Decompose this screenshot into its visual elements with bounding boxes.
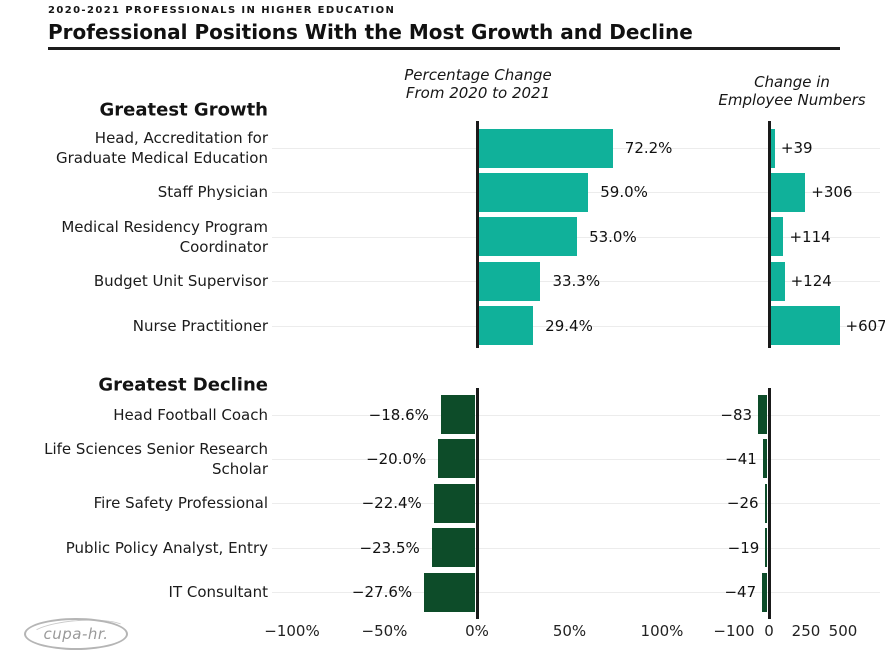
row-gridline <box>272 458 880 460</box>
num-value-label: +114 <box>789 227 831 246</box>
pct-value-label: 29.4% <box>545 316 593 335</box>
pct-change-bar <box>438 439 476 479</box>
num-axis-tick-label: −100 <box>713 622 755 640</box>
pct-change-bar <box>440 395 476 434</box>
pct-change-bar <box>478 306 534 346</box>
num-zero-axis-growth <box>767 121 771 348</box>
pct-change-bar <box>478 172 589 212</box>
pct-change-bar <box>431 528 476 568</box>
num-value-label: −19 <box>727 538 760 557</box>
num-value-label: −41 <box>725 449 757 468</box>
row-label: IT Consultant <box>168 583 268 602</box>
row-label: Life Sciences Senior Research Scholar <box>44 439 268 478</box>
section-header-greatest-growth: Greatest Growth <box>99 99 268 121</box>
employee-change-bar <box>770 217 784 257</box>
employee-change-bar <box>764 483 768 523</box>
section-header-greatest-decline: Greatest Decline <box>98 374 268 396</box>
pct-change-bar <box>478 128 613 168</box>
row-label: Budget Unit Supervisor <box>93 272 268 291</box>
pct-axis-tick-label: −50% <box>361 622 408 640</box>
pct-value-label: 33.3% <box>552 272 601 291</box>
num-axis-tick-label: 250 <box>791 622 821 640</box>
num-value-label: −26 <box>726 494 759 513</box>
employee-change-bar <box>762 572 768 612</box>
row-gridline <box>272 503 880 505</box>
row-label: Medical Residency Program Coordinator <box>61 217 268 256</box>
pct-axis-tick-label: 0% <box>465 622 489 640</box>
row-label: Fire Safety Professional <box>93 494 268 513</box>
page-title: Professional Positions With the Most Gro… <box>48 20 693 44</box>
employee-change-bar <box>758 395 768 434</box>
employee-change-bar <box>770 128 775 168</box>
num-axis-tick-label: 500 <box>828 622 858 640</box>
cupa-hr-logo: cupa-hr. <box>24 618 128 650</box>
pct-change-bar <box>433 483 476 523</box>
row-label: Nurse Practitioner <box>132 316 268 335</box>
row-label: Public Policy Analyst, Entry <box>65 538 268 557</box>
pct-axis-tick-label: −100% <box>264 622 320 640</box>
report-eyebrow: 2020-2021 PROFESSIONALS IN HIGHER EDUCAT… <box>48 5 396 16</box>
pct-value-label: −22.4% <box>361 494 422 513</box>
pct-zero-axis-growth <box>475 121 479 348</box>
pct-zero-axis-decline <box>475 388 479 619</box>
num-axis-tick-label: 0 <box>764 622 774 640</box>
num-value-label: +124 <box>790 272 832 291</box>
title-underline <box>48 47 840 50</box>
employee-change-bar <box>762 439 768 479</box>
pct-axis-tick-label: 50% <box>552 622 587 640</box>
num-value-label: +607 <box>845 316 885 335</box>
pct-value-label: 53.0% <box>589 227 637 246</box>
pct-value-label: 72.2% <box>624 139 673 157</box>
num-value-label: −47 <box>724 583 757 602</box>
num-value-label: −83 <box>720 405 753 424</box>
row-gridline <box>272 592 880 594</box>
row-label: Staff Physician <box>157 183 268 202</box>
row-gridline <box>272 547 880 549</box>
pct-value-label: −23.5% <box>359 538 420 557</box>
pct-change-bar <box>478 261 541 301</box>
row-gridline <box>272 414 880 416</box>
pct-value-label: 59.0% <box>600 183 648 202</box>
column-header-percentage-change: Percentage Change From 2020 to 2021 <box>404 66 552 102</box>
row-gridline <box>272 325 880 327</box>
num-zero-axis-decline <box>767 388 771 619</box>
pct-change-bar <box>478 217 578 257</box>
pct-change-bar <box>424 572 476 612</box>
row-label: Head Football Coach <box>113 405 268 424</box>
employee-change-bar <box>765 528 768 568</box>
num-value-label: +39 <box>780 139 813 157</box>
employee-change-bar <box>770 172 806 212</box>
column-header-employee-numbers: Change in Employee Numbers <box>718 73 866 109</box>
pct-value-label: −27.6% <box>351 583 413 602</box>
row-label: Head, Accreditation for Graduate Medical… <box>56 129 268 167</box>
employee-change-bar <box>770 261 785 301</box>
pct-axis-tick-label: 100% <box>640 622 684 640</box>
pct-value-label: −20.0% <box>366 449 427 468</box>
num-value-label: +306 <box>811 183 853 202</box>
pct-value-label: −18.6% <box>368 405 429 424</box>
employee-change-bar <box>770 306 840 346</box>
row-gridline <box>272 281 880 283</box>
